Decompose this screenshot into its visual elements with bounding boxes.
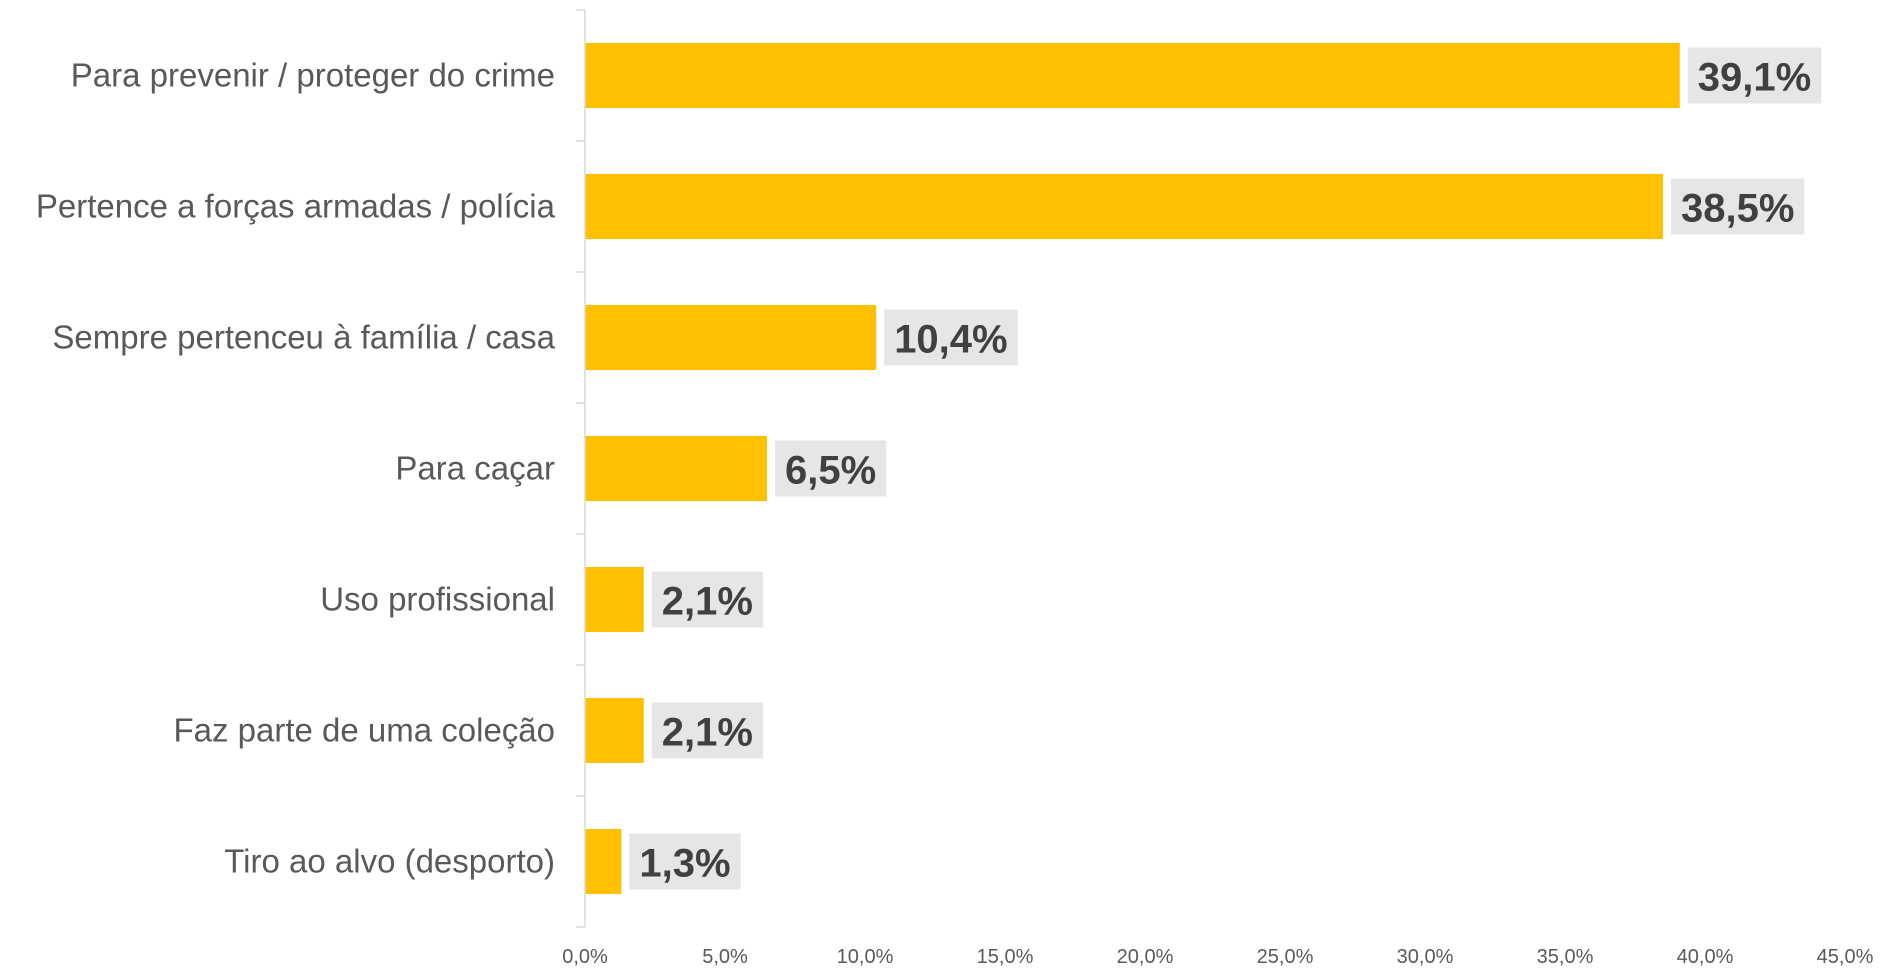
bar [585, 305, 877, 370]
x-tick-label: 20,0% [1117, 946, 1174, 968]
data-label-background [1687, 47, 1822, 104]
data-label-group: 39,1% [1687, 47, 1822, 104]
bar [585, 829, 622, 894]
data-label: 39,1% [1698, 56, 1811, 100]
x-tick-label: 15,0% [977, 946, 1034, 968]
data-label: 1,3% [639, 842, 730, 886]
x-tick-label: 25,0% [1257, 946, 1314, 968]
axis-layer [576, 9, 586, 928]
x-tick-label: 5,0% [702, 946, 748, 968]
category-label: Pertence a forças armadas / polícia [36, 188, 556, 225]
labels-layer: 0,0% 5,0% 10,0% 15,0% 20,0% 25,0% 30,0% 35,0% 40… [36, 47, 1874, 968]
data-label-background [775, 440, 887, 497]
data-label-background [651, 571, 763, 628]
bar [585, 436, 767, 501]
data-label-background [629, 833, 741, 890]
data-label: 2,1% [662, 711, 753, 755]
x-tick-label: 10,0% [837, 946, 894, 968]
data-label: 10,4% [894, 318, 1007, 362]
bar [585, 174, 1663, 239]
data-label-group: 1,3% [629, 833, 741, 890]
data-label-background [1671, 178, 1805, 235]
category-label: Faz parte de uma coleção [173, 712, 555, 749]
x-tick-label: 30,0% [1397, 946, 1454, 968]
bar [585, 567, 644, 632]
data-label: 6,5% [785, 449, 876, 493]
data-label-group: 2,1% [651, 571, 763, 628]
x-tick-label: 40,0% [1677, 946, 1734, 968]
x-tick-label: 35,0% [1537, 946, 1594, 968]
data-label-background [884, 309, 1018, 366]
data-label-background [651, 702, 763, 759]
data-label: 38,5% [1681, 187, 1794, 231]
category-label: Tiro ao alvo (desporto) [224, 843, 555, 880]
data-label-group: 38,5% [1671, 178, 1805, 235]
data-label: 2,1% [662, 580, 753, 624]
bars-layer [585, 43, 1680, 894]
data-label-group: 10,4% [884, 309, 1018, 366]
category-label: Para prevenir / proteger do crime [71, 57, 555, 94]
category-label: Uso profissional [320, 581, 555, 618]
x-tick-label: 45,0% [1817, 946, 1874, 968]
bar [585, 698, 644, 763]
x-tick-label: 0,0% [562, 946, 608, 968]
bar [585, 43, 1680, 108]
category-label: Sempre pertenceu à família / casa [52, 319, 555, 356]
category-label: Para caçar [395, 450, 555, 487]
data-label-group: 6,5% [775, 440, 887, 497]
data-label-group: 2,1% [651, 702, 763, 759]
